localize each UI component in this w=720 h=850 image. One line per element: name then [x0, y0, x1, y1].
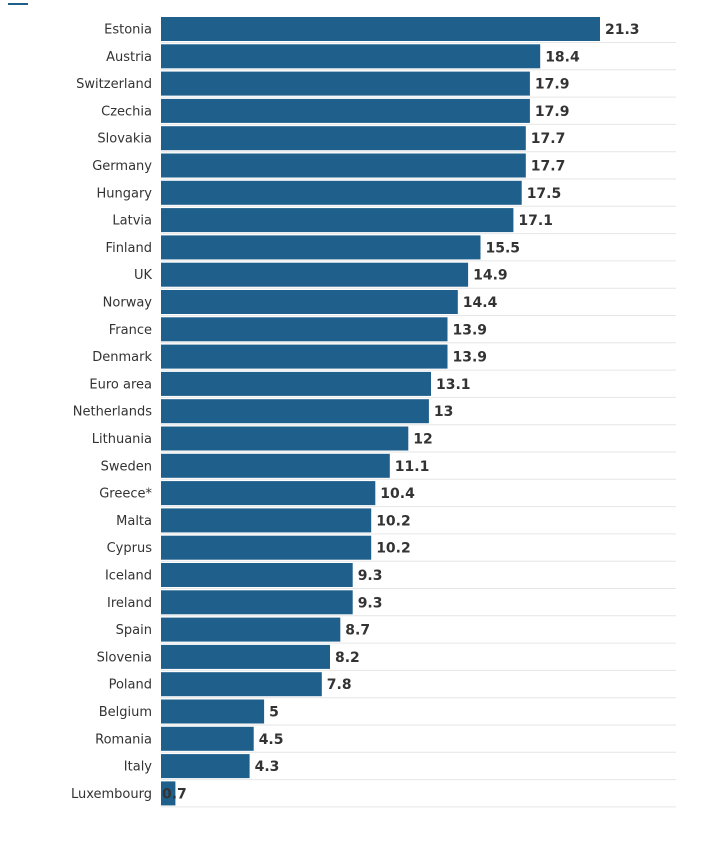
- value-label: 8.2: [335, 650, 360, 666]
- value-label: 14.9: [473, 268, 508, 284]
- value-label: 13.1: [436, 377, 471, 393]
- bar-netherlands: [161, 399, 429, 424]
- bar-uk: [161, 262, 469, 287]
- category-label: Malta: [116, 514, 152, 529]
- category-label: Lithuania: [92, 432, 152, 447]
- value-label: 9.3: [358, 595, 383, 611]
- value-label: 0.7: [162, 786, 187, 802]
- bar-iceland: [161, 563, 353, 587]
- value-label: 4.3: [255, 759, 280, 775]
- value-label: 10.4: [380, 486, 415, 502]
- bar-germany: [161, 153, 526, 178]
- value-label: 12: [413, 432, 432, 448]
- bar-finland: [161, 235, 481, 260]
- bar-denmark: [161, 344, 448, 369]
- bar-austria: [161, 44, 541, 69]
- value-label: 4.5: [259, 732, 284, 748]
- bar-estonia: [161, 17, 600, 41]
- value-label: 7.8: [327, 677, 352, 693]
- category-label: Finland: [106, 241, 152, 256]
- category-label: Belgium: [99, 705, 152, 720]
- category-label: Slovenia: [97, 650, 152, 665]
- bar-malta: [161, 508, 372, 533]
- value-label: 10.2: [376, 541, 411, 557]
- bar-czechia: [161, 98, 530, 123]
- category-label: Spain: [116, 623, 152, 638]
- category-label: Austria: [106, 50, 152, 65]
- bar-hungary: [161, 180, 522, 205]
- category-label: Greece*: [99, 487, 152, 502]
- bar-ireland: [161, 590, 353, 615]
- category-label: Iceland: [105, 569, 152, 584]
- value-label: 9.3: [358, 568, 383, 584]
- bar-italy: [161, 754, 250, 779]
- value-label: 15.5: [486, 240, 521, 256]
- category-label: Czechia: [101, 104, 152, 119]
- category-label: Norway: [103, 296, 153, 311]
- bar-poland: [161, 672, 322, 697]
- bar-cyprus: [161, 535, 372, 560]
- bar-belgium: [161, 699, 265, 724]
- bar-luxembourg: [161, 781, 176, 806]
- value-label: 8.7: [345, 623, 370, 639]
- category-label: Hungary: [96, 186, 152, 201]
- bar-lithuania: [161, 426, 409, 451]
- value-label: 13.9: [453, 350, 488, 366]
- bar-france: [161, 317, 448, 342]
- bar-slovakia: [161, 126, 526, 151]
- bar-norway: [161, 290, 458, 314]
- category-label: Poland: [109, 678, 152, 693]
- value-label: 13: [434, 404, 453, 420]
- value-label: 10.2: [376, 513, 411, 529]
- category-label: Latvia: [112, 214, 152, 229]
- category-label: Luxembourg: [71, 787, 152, 802]
- value-label: 17.9: [535, 77, 570, 93]
- bar-greece: [161, 481, 376, 506]
- value-label: 17.5: [527, 186, 562, 202]
- bar-slovenia: [161, 644, 330, 669]
- category-label: Euro area: [89, 377, 152, 392]
- category-label: Ireland: [107, 596, 152, 611]
- bar-euro-area: [161, 371, 431, 396]
- category-label: France: [109, 323, 152, 338]
- value-label: 17.1: [518, 213, 553, 229]
- value-label: 13.9: [453, 322, 488, 338]
- header-accent-line: [8, 3, 28, 5]
- category-label: Romania: [95, 732, 152, 747]
- value-label: 21.3: [605, 22, 640, 38]
- value-label: 14.4: [463, 295, 498, 311]
- bar-latvia: [161, 208, 514, 233]
- value-label: 17.7: [531, 131, 566, 147]
- category-label: Switzerland: [76, 77, 152, 92]
- category-label: Slovakia: [97, 132, 152, 147]
- category-label: Cyprus: [107, 541, 153, 556]
- value-label: 18.4: [545, 49, 580, 65]
- value-label: 17.7: [531, 159, 566, 175]
- bar-sweden: [161, 453, 390, 478]
- bar-spain: [161, 617, 341, 642]
- category-label: Italy: [124, 760, 153, 775]
- value-label: 11.1: [395, 459, 430, 475]
- category-label: Netherlands: [73, 405, 152, 420]
- category-label: Estonia: [104, 23, 152, 38]
- value-label: 5: [269, 705, 279, 721]
- category-label: Germany: [92, 159, 152, 174]
- value-label: 17.9: [535, 104, 570, 120]
- category-label: Sweden: [101, 459, 152, 474]
- category-label: Denmark: [92, 350, 152, 365]
- category-label: UK: [134, 268, 153, 283]
- bar-switzerland: [161, 71, 530, 96]
- bar-romania: [161, 726, 254, 751]
